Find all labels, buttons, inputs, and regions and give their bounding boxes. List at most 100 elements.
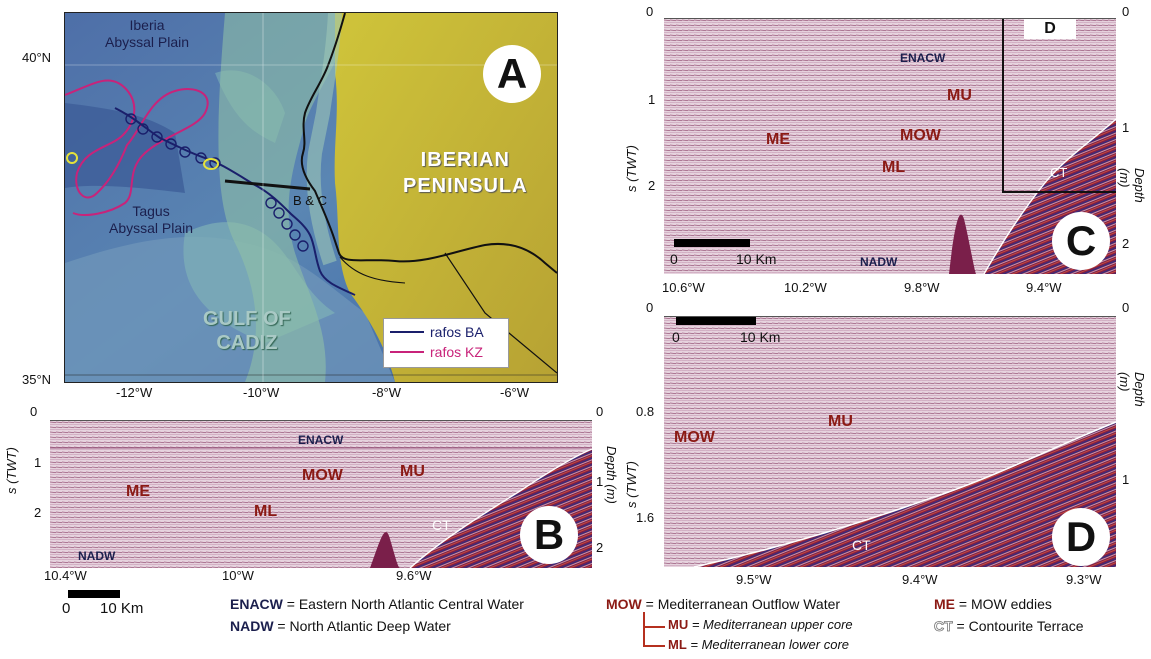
panel-b-seismic: ENACW ME MOW MU ML CT NADW	[50, 420, 592, 568]
map-canvas	[65, 13, 557, 382]
panel-c-x-tick-3: 9.4°W	[1026, 280, 1062, 295]
rafos-ba-track	[114, 107, 356, 296]
lon-tick-6: -6°W	[500, 385, 530, 400]
key-ct: CT = Contourite Terrace	[934, 618, 1084, 635]
key-mow-bracket	[643, 612, 645, 646]
panel-b-left-tick-2: 2	[34, 505, 42, 520]
section-b-c-label: B & C	[293, 193, 327, 208]
panel-d-right-tick-0: 0	[1122, 300, 1130, 315]
panel-b-right-tick-1: 1	[596, 474, 604, 489]
panel-d-x-tick-1: 9.4°W	[902, 572, 938, 587]
legend-label-kz: rafos KZ	[430, 344, 483, 360]
panel-b-x-tick-2: 9.6°W	[396, 568, 432, 583]
lat-tick-40: 40°N	[22, 50, 52, 65]
panel-c-left-tick-2: 2	[648, 178, 656, 193]
key-me: ME = MOW eddies	[934, 596, 1052, 612]
panel-b-right-tick-0: 0	[596, 404, 604, 419]
key-ml: ML = Mediterranean lower core	[668, 637, 849, 652]
panel-d-mu: MU	[828, 413, 853, 430]
rafos-kz-track	[65, 79, 209, 216]
panel-c-right-tick-0: 0	[1122, 4, 1130, 19]
key-mow-abbr: MOW	[606, 596, 642, 612]
key-ml-connector	[643, 645, 665, 647]
panel-d-right-tick-1: 1	[1122, 472, 1130, 487]
key-ct-abbr: CT	[934, 618, 953, 635]
panel-d-left-tick-1: 0.8	[636, 404, 655, 419]
rafos-ba-loops	[125, 113, 309, 252]
tagus-abyssal-plain-label: Tagus Abyssal Plain	[109, 203, 194, 236]
panel-c-me: ME	[766, 131, 790, 148]
legend-label-ba: rafos BA	[430, 324, 484, 340]
panel-d-left-axis-title: s (TWT)	[624, 461, 639, 508]
map-legend: rafos BA rafos KZ	[383, 318, 509, 368]
panel-c-x-tick-0: 10.6°W	[662, 280, 705, 295]
panel-c-ct: CT	[1050, 165, 1068, 180]
lon-tick-10: -10°W	[243, 385, 280, 400]
panel-c-enacw: ENACW	[900, 51, 946, 65]
panel-b-scale-label: 10 Km	[100, 600, 144, 617]
key-ml-abbr: ML	[668, 637, 687, 652]
legend-item-ba: rafos BA	[390, 324, 484, 340]
key-me-text: = MOW eddies	[955, 596, 1052, 612]
panel-c-x-tick-2: 9.8°W	[904, 280, 940, 295]
panel-c-left-tick-0: 0	[646, 4, 654, 19]
panel-b-ct: CT	[432, 517, 451, 533]
panel-d-mow: MOW	[674, 429, 715, 446]
legend-swatch-kz	[390, 351, 424, 353]
iberian-peninsula-label: IBERIAN PENINSULA	[403, 149, 528, 197]
panel-c-mow: MOW	[900, 127, 941, 144]
panel-c-d-box	[1002, 19, 1116, 193]
key-mow-text: = Mediterranean Outflow Water	[641, 596, 841, 612]
panel-c-scale-label: 10 Km	[736, 251, 777, 267]
panel-d-left-tick-2: 1.6	[636, 510, 655, 525]
panel-d-scale-zero: 0	[672, 329, 680, 345]
panel-b-mow: MOW	[302, 467, 343, 484]
key-ct-text: = Contourite Terrace	[952, 618, 1084, 634]
panel-b-right-axis-title: Depth (m)	[604, 446, 619, 504]
lon-tick-8: -8°W	[372, 385, 402, 400]
panel-b-ml: ML	[254, 503, 278, 520]
panel-b-me: ME	[126, 483, 150, 500]
coastline	[300, 13, 557, 274]
key-enacw-abbr: ENACW	[230, 596, 283, 612]
panel-b-left-tick-0: 0	[30, 404, 38, 419]
legend-item-kz: rafos KZ	[390, 344, 483, 360]
panel-d-scale-bar	[676, 317, 756, 325]
border-line	[444, 252, 557, 374]
panel-c-x-tick-1: 10.2°W	[784, 280, 827, 295]
panel-b-enacw: ENACW	[298, 433, 344, 447]
panel-c-d-box-label: D	[1024, 19, 1076, 39]
key-mow: MOW = Mediterranean Outflow Water	[606, 596, 840, 612]
panel-c-nadw: NADW	[860, 255, 898, 269]
panel-d-ct: CT	[852, 537, 871, 553]
legend-swatch-ba	[390, 331, 424, 333]
key-enacw-text: = Eastern North Atlantic Central Water	[282, 596, 524, 612]
panel-d-x-tick-2: 9.3°W	[1066, 572, 1102, 587]
panel-c-right-axis-title: Depth (m)	[1117, 168, 1147, 203]
panel-c-right-tick-2: 2	[1122, 236, 1130, 251]
section-line	[224, 179, 311, 191]
panel-d-right-axis-title: Depth (m)	[1117, 372, 1147, 407]
panel-d-x-tick-0: 9.5°W	[736, 572, 772, 587]
iberia-abyssal-plain-label: Iberia Abyssal Plain	[105, 17, 190, 50]
panel-c-right-tick-1: 1	[1122, 120, 1130, 135]
panel-b-scale-bar	[68, 590, 120, 598]
panel-b-x-tick-0: 10.4°W	[44, 568, 87, 583]
panel-d-letter: D	[1052, 508, 1110, 566]
panel-c-scale-zero: 0	[670, 251, 678, 267]
panel-b-x-tick-1: 10°W	[222, 568, 254, 583]
key-me-abbr: ME	[934, 596, 955, 612]
key-ml-text: = Mediterranean lower core	[686, 637, 850, 652]
panel-a-letter: A	[483, 45, 541, 103]
panel-b-nadw: NADW	[78, 549, 116, 563]
panel-c-letter: C	[1052, 212, 1110, 270]
lat-tick-35: 35°N	[22, 372, 52, 387]
key-nadw-abbr: NADW	[230, 618, 274, 634]
panel-d-seismic: 0 10 Km MOW MU CT	[664, 316, 1116, 567]
gulf-of-cadiz-label: GULF OF CADIZ	[203, 308, 291, 354]
panel-c-ml: ML	[882, 159, 906, 176]
panel-b-left-axis-title: s (TWT)	[4, 447, 19, 494]
key-nadw-text: = North Atlantic Deep Water	[273, 618, 451, 634]
panel-c-seismic: D ENACW ME MOW MU ML CT NADW 0 10 Km	[664, 18, 1116, 274]
panel-b-left-tick-1: 1	[34, 455, 42, 470]
